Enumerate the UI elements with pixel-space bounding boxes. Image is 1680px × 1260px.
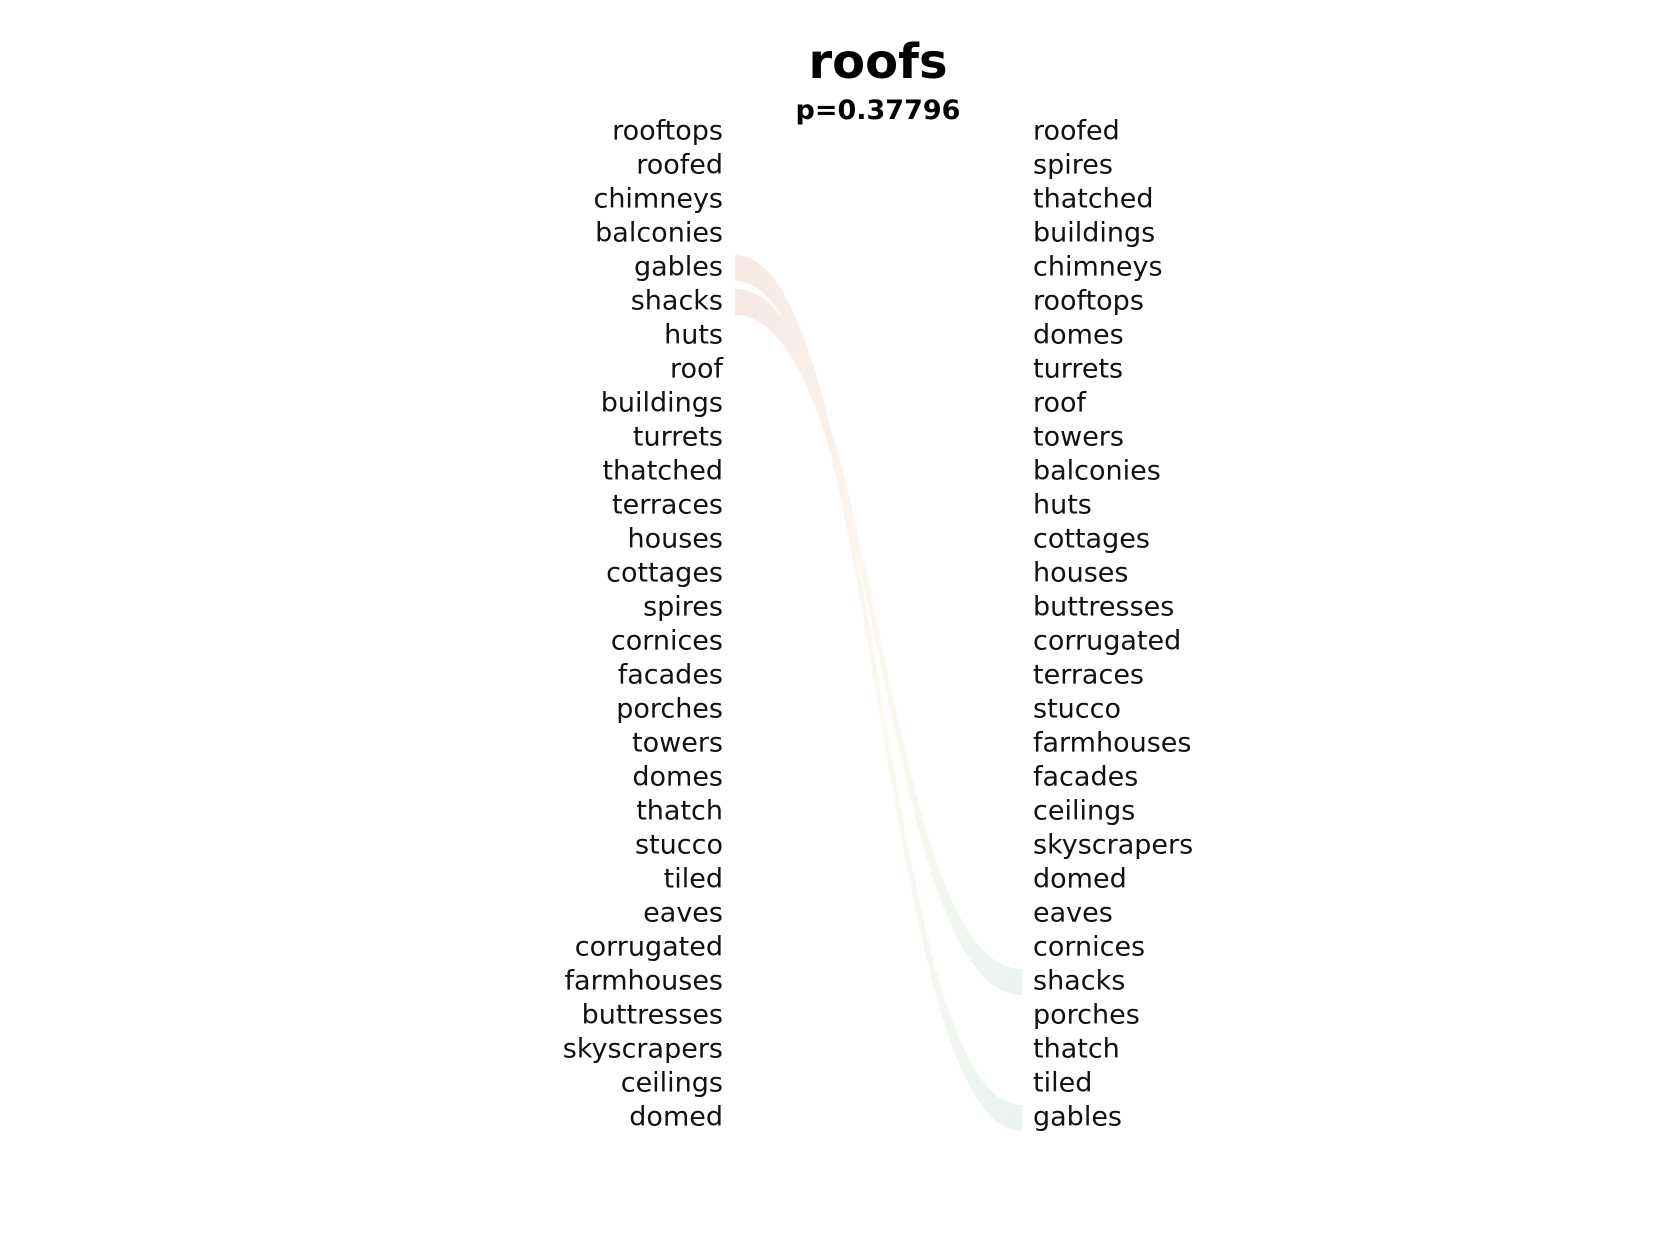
right-word-roof: roof	[1033, 388, 1088, 419]
right-word-farmhouses: farmhouses	[1033, 728, 1191, 759]
left-word-houses: houses	[628, 524, 724, 555]
right-word-houses: houses	[1033, 558, 1129, 589]
right-word-ceilings: ceilings	[1033, 796, 1135, 827]
right-word-skyscrapers: skyscrapers	[1033, 830, 1193, 861]
right-word-eaves: eaves	[1033, 898, 1113, 929]
links-layer	[735, 255, 1022, 1131]
left-word-rooftops: rooftops	[612, 116, 723, 147]
left-word-spires: spires	[643, 592, 723, 623]
left-word-buttresses: buttresses	[582, 1000, 723, 1031]
right-word-turrets: turrets	[1033, 354, 1123, 385]
left-word-ceilings: ceilings	[621, 1068, 723, 1099]
left-word-facades: facades	[618, 660, 723, 691]
left-word-corrugated: corrugated	[575, 932, 723, 963]
left-word-towers: towers	[632, 728, 723, 759]
link-shacks-to-shacks	[735, 289, 1022, 995]
right-word-stucco: stucco	[1033, 694, 1121, 725]
left-word-tiled: tiled	[664, 864, 723, 895]
left-word-gables: gables	[634, 252, 723, 283]
left-word-cornices: cornices	[611, 626, 723, 657]
right-word-shacks: shacks	[1033, 966, 1125, 997]
diagram-title: roofs	[808, 34, 947, 90]
left-word-chimneys: chimneys	[593, 184, 723, 215]
left-word-huts: huts	[664, 320, 723, 351]
right-word-buttresses: buttresses	[1033, 592, 1174, 623]
link-gables-to-gables	[735, 255, 1022, 1131]
right-word-tiled: tiled	[1033, 1068, 1092, 1099]
right-word-cottages: cottages	[1033, 524, 1150, 555]
left-word-buildings: buildings	[601, 388, 723, 419]
right-word-towers: towers	[1033, 422, 1124, 453]
diagram-subtitle: p=0.37796	[796, 95, 961, 126]
right-word-terraces: terraces	[1033, 660, 1144, 691]
left-word-eaves: eaves	[643, 898, 723, 929]
left-word-shacks: shacks	[631, 286, 723, 317]
right-word-gables: gables	[1033, 1102, 1122, 1133]
left-word-thatched: thatched	[602, 456, 723, 487]
right-word-buildings: buildings	[1033, 218, 1155, 249]
right-word-corrugated: corrugated	[1033, 626, 1181, 657]
left-word-domes: domes	[632, 762, 723, 793]
right-word-chimneys: chimneys	[1033, 252, 1163, 283]
right-word-thatched: thatched	[1033, 184, 1154, 215]
right-word-thatch: thatch	[1033, 1034, 1120, 1065]
left-word-thatch: thatch	[636, 796, 723, 827]
left-word-stucco: stucco	[635, 830, 723, 861]
left-word-balconies: balconies	[595, 218, 723, 249]
right-word-rooftops: rooftops	[1033, 286, 1144, 317]
right-word-cornices: cornices	[1033, 932, 1145, 963]
left-word-terraces: terraces	[612, 490, 723, 521]
left-word-turrets: turrets	[633, 422, 723, 453]
right-word-huts: huts	[1033, 490, 1092, 521]
right-word-spires: spires	[1033, 150, 1113, 181]
right-word-porches: porches	[1033, 1000, 1140, 1031]
right-word-balconies: balconies	[1033, 456, 1161, 487]
left-word-domed: domed	[629, 1102, 723, 1133]
left-word-skyscrapers: skyscrapers	[563, 1034, 723, 1065]
right-word-domed: domed	[1033, 864, 1127, 895]
right-word-facades: facades	[1033, 762, 1138, 793]
left-word-cottages: cottages	[606, 558, 723, 589]
right-word-roofed: roofed	[1033, 116, 1120, 147]
left-word-farmhouses: farmhouses	[565, 966, 723, 997]
right-word-column: roofedspiresthatchedbuildingschimneysroo…	[1033, 116, 1193, 1133]
left-word-roofed: roofed	[636, 150, 723, 181]
right-word-domes: domes	[1033, 320, 1124, 351]
left-word-porches: porches	[616, 694, 723, 725]
left-word-column: rooftopsroofedchimneysbalconiesgablessha…	[563, 116, 725, 1133]
left-word-roof: roof	[670, 354, 725, 385]
